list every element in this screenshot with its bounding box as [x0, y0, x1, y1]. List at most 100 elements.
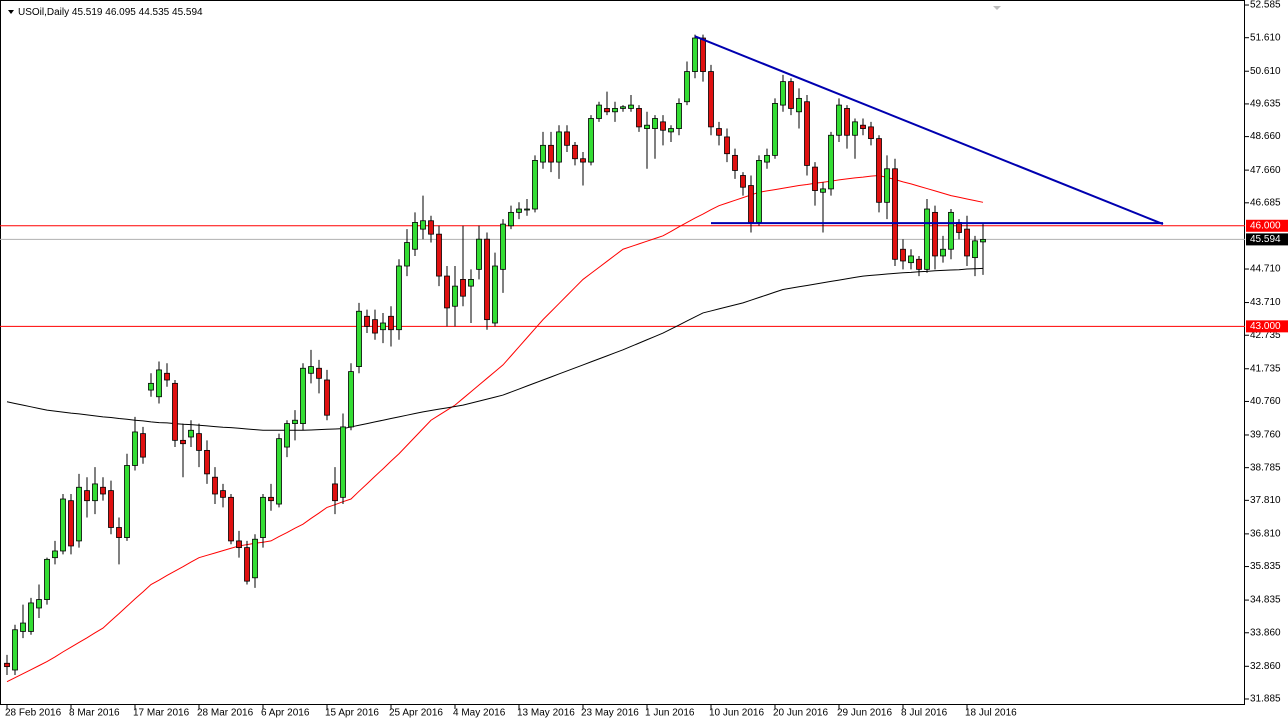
candle-body	[444, 275, 450, 309]
y-tick-label: 37.810	[1250, 495, 1281, 506]
candle-body	[396, 265, 402, 331]
candle-body	[52, 550, 58, 559]
candle-body	[340, 426, 346, 498]
candle-body	[404, 242, 410, 267]
candle-body	[884, 168, 890, 203]
candle-body	[780, 81, 786, 106]
x-tick-label: 10 Jun 2016	[709, 708, 764, 719]
candle-body	[484, 238, 490, 321]
candle-body	[132, 431, 138, 466]
x-tick-label: 6 Apr 2016	[261, 708, 310, 719]
x-tick-label: 29 Jun 2016	[837, 708, 892, 719]
candle-body	[372, 319, 378, 334]
candle-body	[764, 154, 770, 163]
candle-body	[380, 322, 386, 331]
candle-body	[428, 220, 434, 235]
candle-body	[756, 160, 762, 223]
candle-body	[540, 144, 546, 163]
header-arrow	[8, 10, 14, 14]
candle-body	[276, 438, 282, 505]
candle-body	[452, 285, 458, 307]
candle-body	[828, 134, 834, 190]
header-high: 46.095	[105, 7, 136, 18]
candle-body	[140, 433, 146, 458]
candle-body	[924, 208, 930, 270]
candle-body	[412, 222, 418, 250]
y-tick-label: 50.610	[1250, 66, 1281, 77]
candle-body	[84, 490, 90, 502]
y-tick-label: 42.735	[1250, 330, 1281, 341]
candle-body	[564, 131, 570, 146]
candle-body	[356, 310, 362, 367]
candle-body	[844, 108, 850, 136]
y-tick-label: 35.835	[1250, 561, 1281, 572]
x-tick-label: 1 Jun 2016	[645, 708, 695, 719]
y-tick-label: 39.760	[1250, 430, 1281, 441]
candle-body	[324, 379, 330, 416]
level-label: 46.000	[1250, 220, 1281, 231]
candle-body	[916, 258, 922, 270]
y-tick-label: 38.785	[1250, 462, 1281, 473]
candle-body	[244, 547, 250, 582]
candle-body	[580, 158, 586, 163]
x-tick-label: 25 Apr 2016	[389, 708, 443, 719]
candle-body	[300, 367, 306, 424]
candle-body	[108, 490, 114, 528]
y-tick-label: 31.885	[1250, 694, 1281, 705]
level-label-box	[1246, 219, 1288, 232]
y-tick-label: 48.660	[1250, 131, 1281, 142]
candle-body	[420, 220, 426, 230]
candle-body	[292, 419, 298, 424]
candle-body	[236, 540, 242, 549]
candle-body	[724, 136, 730, 155]
candle-body	[348, 371, 354, 428]
candle-body	[116, 527, 122, 538]
candle-body	[500, 223, 506, 270]
candle-body	[796, 97, 802, 113]
candle-body	[156, 369, 162, 398]
candle-body	[972, 240, 978, 259]
candle-body	[220, 490, 226, 498]
x-tick-label: 23 May 2016	[581, 708, 639, 719]
x-tick-label: 17 Mar 2016	[133, 708, 190, 719]
candle-body	[948, 211, 954, 250]
candle-body	[644, 124, 650, 129]
y-tick-label: 44.710	[1250, 264, 1281, 275]
candle-body	[228, 496, 234, 542]
header-low: 44.535	[139, 7, 170, 18]
plot-frame	[0, 0, 1245, 705]
candle-body	[268, 496, 274, 502]
candle-body	[612, 108, 618, 113]
candle-body	[804, 101, 810, 166]
candle-body	[596, 104, 602, 119]
candle-body	[620, 106, 626, 109]
candle-body	[212, 476, 218, 495]
candle-body	[460, 279, 466, 297]
candle-body	[516, 208, 522, 213]
x-tick-label: 20 Jun 2016	[773, 708, 828, 719]
candle-body	[932, 211, 938, 257]
candle-body	[148, 382, 154, 391]
candle-body	[820, 188, 826, 193]
candle-body	[892, 168, 898, 260]
candle-body	[636, 108, 642, 128]
candle-body	[436, 233, 442, 277]
y-tick-label: 47.660	[1250, 165, 1281, 176]
candle-body	[812, 166, 818, 191]
candle-body	[308, 366, 314, 374]
candle-body	[748, 185, 754, 223]
trendline	[694, 35, 1164, 226]
candle-body	[28, 602, 34, 632]
x-tick-label: 18 Jul 2016	[965, 708, 1017, 719]
candle-body	[572, 144, 578, 160]
candle-body	[124, 465, 130, 538]
candle-body	[964, 228, 970, 257]
header-close: 45.594	[172, 7, 203, 18]
candle-body	[980, 238, 986, 243]
y-tick-label: 51.610	[1250, 32, 1281, 43]
candle-body	[900, 248, 906, 262]
candle-body	[668, 128, 674, 133]
moving-average	[6, 267, 984, 431]
candle-body	[652, 118, 658, 129]
